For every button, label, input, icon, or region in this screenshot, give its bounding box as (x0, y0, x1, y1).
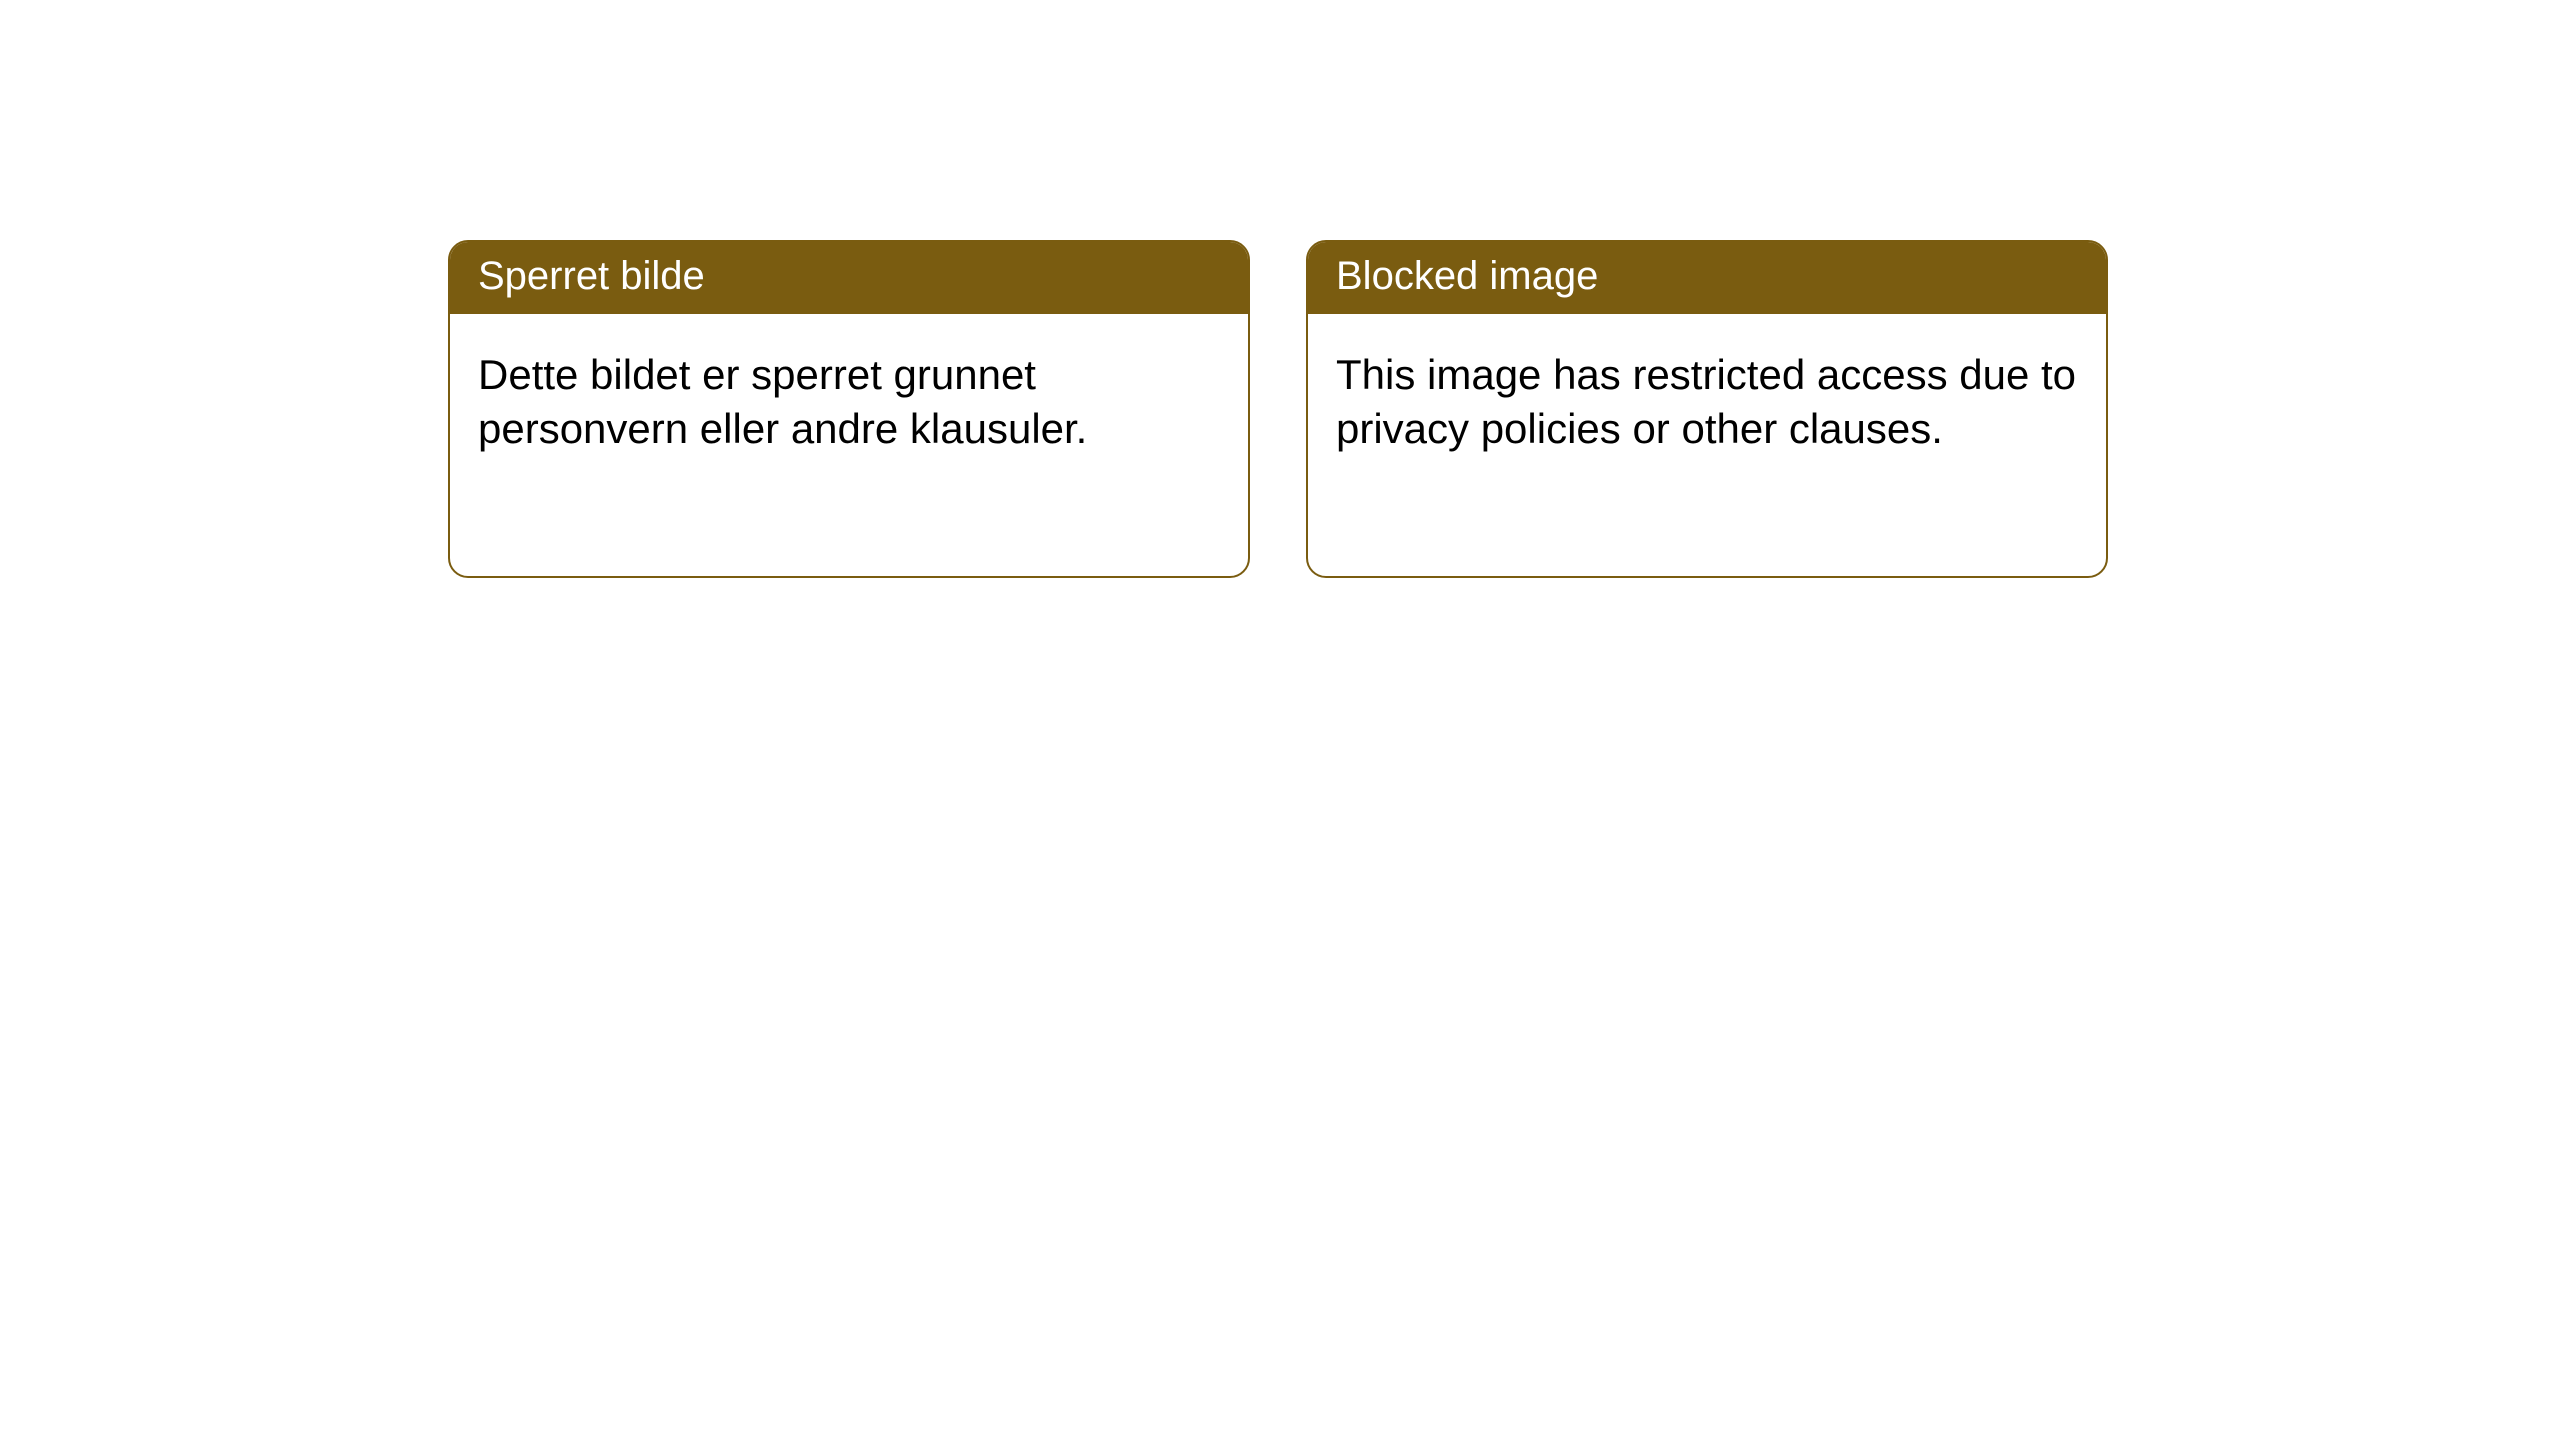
card-body-text: This image has restricted access due to … (1336, 351, 2076, 452)
card-body: This image has restricted access due to … (1308, 314, 2106, 490)
card-title: Sperret bilde (478, 254, 705, 298)
notice-card-english: Blocked image This image has restricted … (1306, 240, 2108, 578)
card-title: Blocked image (1336, 254, 1598, 298)
notice-container: Sperret bilde Dette bildet er sperret gr… (448, 240, 2108, 578)
card-header: Blocked image (1308, 242, 2106, 314)
notice-card-norwegian: Sperret bilde Dette bildet er sperret gr… (448, 240, 1250, 578)
card-body-text: Dette bildet er sperret grunnet personve… (478, 351, 1087, 452)
card-body: Dette bildet er sperret grunnet personve… (450, 314, 1248, 490)
card-header: Sperret bilde (450, 242, 1248, 314)
